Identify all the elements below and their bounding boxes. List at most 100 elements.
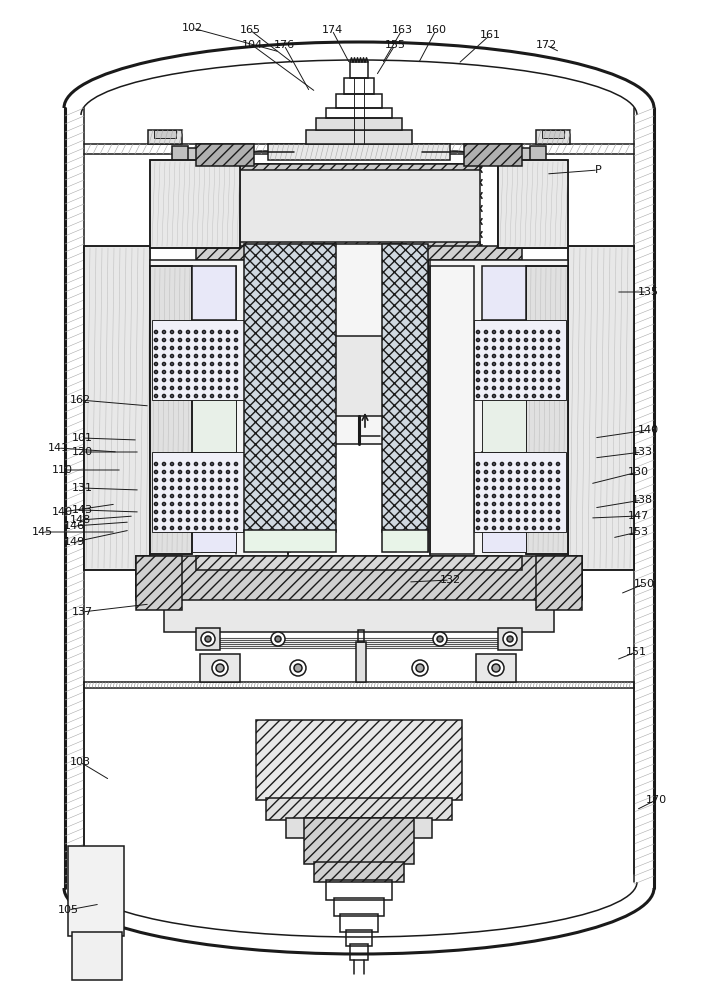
Bar	[306, 130, 412, 144]
Circle shape	[533, 471, 536, 474]
Circle shape	[500, 394, 503, 397]
Circle shape	[195, 510, 198, 514]
Circle shape	[508, 362, 511, 365]
Circle shape	[416, 664, 424, 672]
Bar	[192, 320, 236, 400]
Circle shape	[433, 632, 447, 646]
Circle shape	[226, 386, 229, 389]
Circle shape	[524, 394, 528, 397]
Circle shape	[533, 510, 536, 514]
Circle shape	[170, 362, 173, 365]
Circle shape	[234, 394, 237, 397]
Circle shape	[178, 378, 181, 381]
Circle shape	[234, 330, 237, 334]
Circle shape	[294, 664, 302, 672]
Circle shape	[219, 487, 221, 489]
Circle shape	[211, 510, 214, 514]
Circle shape	[508, 479, 511, 482]
Circle shape	[186, 394, 190, 397]
Circle shape	[500, 471, 503, 474]
Circle shape	[219, 494, 221, 497]
Circle shape	[170, 494, 173, 497]
Circle shape	[549, 338, 551, 342]
Circle shape	[557, 462, 559, 466]
Circle shape	[516, 378, 520, 381]
Circle shape	[155, 494, 157, 497]
Bar	[148, 130, 182, 144]
Circle shape	[234, 462, 237, 466]
Circle shape	[500, 494, 503, 497]
Circle shape	[211, 494, 214, 497]
Circle shape	[533, 330, 536, 334]
Circle shape	[211, 394, 214, 397]
Circle shape	[541, 494, 544, 497]
Circle shape	[541, 362, 544, 365]
Circle shape	[533, 479, 536, 482]
Circle shape	[203, 347, 206, 350]
Bar	[430, 266, 474, 554]
Bar	[72, 932, 122, 980]
Bar	[482, 452, 526, 532]
Circle shape	[500, 330, 503, 334]
Bar	[304, 818, 414, 864]
Circle shape	[549, 370, 551, 373]
Text: 149: 149	[63, 537, 85, 547]
Circle shape	[503, 632, 517, 646]
Bar	[536, 130, 570, 144]
Circle shape	[477, 330, 480, 334]
Circle shape	[485, 355, 487, 358]
Circle shape	[485, 386, 487, 389]
Circle shape	[226, 518, 229, 522]
Bar	[430, 260, 568, 560]
Bar	[498, 628, 522, 650]
Circle shape	[493, 355, 495, 358]
Text: 145: 145	[32, 527, 52, 537]
Circle shape	[203, 518, 206, 522]
Circle shape	[226, 338, 229, 342]
Circle shape	[155, 471, 157, 474]
Circle shape	[557, 526, 559, 530]
Circle shape	[500, 487, 503, 489]
Bar	[196, 628, 220, 650]
Circle shape	[203, 362, 206, 365]
Circle shape	[186, 378, 190, 381]
Bar	[200, 654, 240, 682]
Circle shape	[203, 479, 206, 482]
Bar	[476, 654, 516, 682]
Circle shape	[477, 370, 480, 373]
Circle shape	[549, 378, 551, 381]
Circle shape	[557, 494, 559, 497]
Circle shape	[178, 347, 181, 350]
Circle shape	[549, 487, 551, 489]
Bar	[196, 246, 522, 260]
Circle shape	[485, 479, 487, 482]
Circle shape	[412, 660, 428, 676]
Circle shape	[162, 526, 165, 530]
Circle shape	[234, 347, 237, 350]
Circle shape	[219, 330, 221, 334]
Circle shape	[524, 479, 528, 482]
Circle shape	[162, 462, 165, 466]
Circle shape	[485, 502, 487, 506]
Circle shape	[485, 518, 487, 522]
Circle shape	[219, 502, 221, 506]
Bar	[474, 452, 566, 532]
Circle shape	[477, 510, 480, 514]
Bar	[152, 320, 244, 400]
Bar	[326, 108, 392, 118]
Circle shape	[516, 462, 520, 466]
Circle shape	[211, 462, 214, 466]
Circle shape	[477, 338, 480, 342]
Circle shape	[162, 494, 165, 497]
Circle shape	[524, 386, 528, 389]
Circle shape	[508, 494, 511, 497]
Circle shape	[516, 362, 520, 365]
Circle shape	[477, 362, 480, 365]
Circle shape	[178, 370, 181, 373]
Circle shape	[485, 462, 487, 466]
Circle shape	[557, 347, 559, 350]
Text: 160: 160	[426, 25, 446, 35]
Bar	[526, 266, 568, 554]
Circle shape	[516, 347, 520, 350]
Circle shape	[219, 338, 221, 342]
